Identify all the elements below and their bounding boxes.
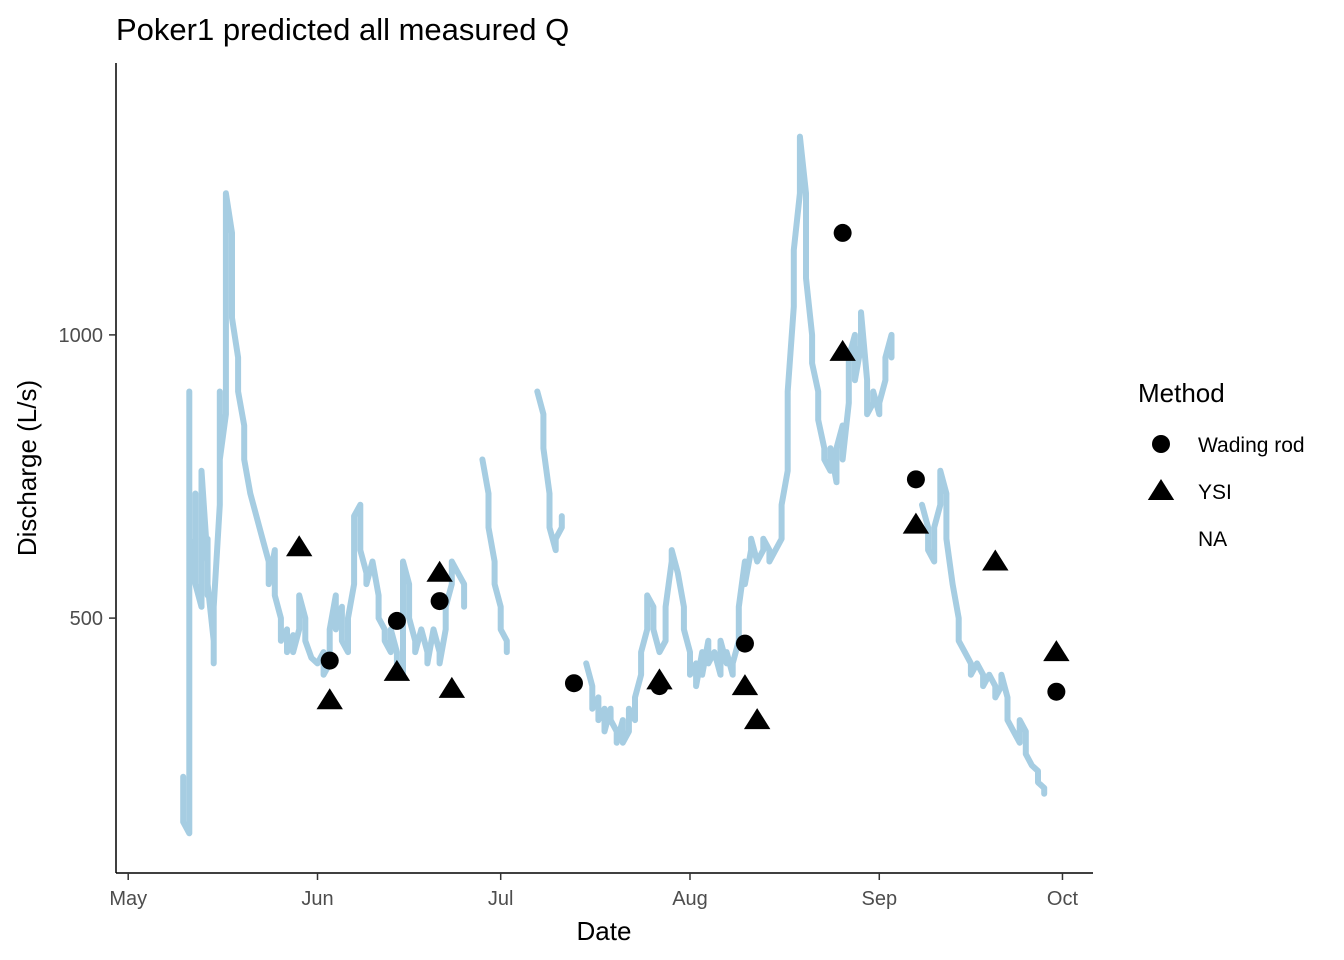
point-wading-rod-20	[1047, 682, 1066, 701]
legend-label-0: Wading rod	[1198, 434, 1305, 457]
predicted-segment-3	[534, 388, 565, 554]
x-tick-label-3: Aug	[672, 888, 708, 910]
chart-title: Poker1 predicted all measured Q	[116, 12, 569, 47]
x-axis-ticks: May Jun Jul Aug Sep Oct	[109, 873, 1078, 910]
predicted-segment-4	[583, 133, 895, 746]
point-ysi-3	[316, 688, 343, 710]
point-ysi-14	[743, 708, 771, 730]
point-ysi-19	[982, 549, 1009, 571]
legend-label-2: NA	[1198, 528, 1227, 551]
y-tick-label-0: 500	[70, 608, 103, 630]
x-tick-label-2: Jul	[488, 888, 514, 910]
point-wading-rod-9	[564, 674, 583, 693]
point-wading-rod-4	[387, 611, 406, 630]
point-ysi-7	[426, 560, 453, 582]
x-tick-label-1: Jun	[301, 888, 333, 910]
y-axis-ticks: 500 1000	[59, 325, 116, 630]
point-ysi-16	[829, 339, 856, 361]
x-tick-label-0: May	[109, 888, 147, 910]
predicted-segment-5	[919, 467, 1048, 797]
legend-label-1: YSI	[1198, 481, 1232, 504]
y-tick-label-1: 1000	[59, 325, 104, 347]
y-axis-title: Discharge (L/s)	[12, 380, 42, 556]
x-axis-title: Date	[577, 916, 632, 946]
legend-title: Method	[1138, 378, 1225, 408]
x-tick-label-4: Sep	[861, 888, 897, 910]
predicted-series-layer	[180, 133, 1048, 837]
point-wading-rod-2	[320, 651, 339, 670]
predicted-segment-1	[180, 190, 468, 837]
point-wading-rod-17	[906, 470, 925, 489]
legend-key-circle	[1152, 435, 1170, 453]
point-ysi-18	[902, 512, 930, 534]
legend: Method Wading rod YSI NA	[1138, 378, 1305, 551]
point-ysi-5	[383, 659, 411, 681]
point-wading-rod-12	[735, 634, 754, 653]
point-wading-rod-6	[430, 592, 449, 611]
point-ysi-21	[1043, 640, 1070, 662]
legend-key-triangle	[1147, 479, 1175, 500]
point-ysi-11	[646, 668, 673, 690]
x-tick-label-5: Oct	[1047, 888, 1079, 910]
predicted-segment-2	[479, 456, 510, 656]
point-wading-rod-15	[833, 223, 852, 242]
point-ysi-13	[731, 674, 759, 696]
point-ysi-8	[438, 676, 466, 698]
measured-points-layer	[285, 223, 1070, 730]
point-ysi-1	[285, 535, 313, 557]
